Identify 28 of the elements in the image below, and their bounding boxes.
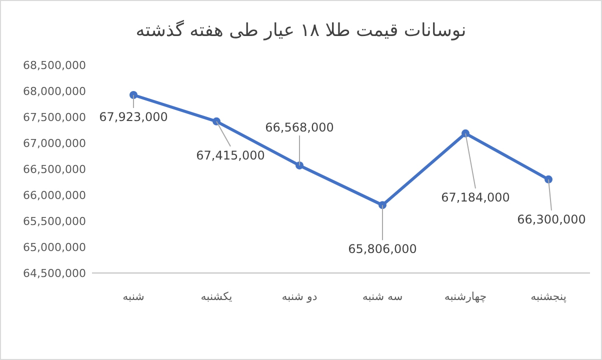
data-label: 67,184,000 xyxy=(441,190,510,204)
x-tick-label: یکشنبه xyxy=(200,290,232,303)
data-label: 65,806,000 xyxy=(348,242,417,256)
point xyxy=(296,161,304,170)
data-label: 66,568,000 xyxy=(265,120,334,134)
point xyxy=(130,91,138,100)
data-label: 67,923,000 xyxy=(99,110,168,124)
x-tick-label: شنبه xyxy=(122,290,144,303)
y-tick-label: 66,000,000 xyxy=(23,189,86,202)
chart-title: نوسانات قیمت طلا ۱۸ عیار طی هفته گذشته xyxy=(136,19,466,41)
x-tick-label: سه شنبه xyxy=(362,290,403,303)
point xyxy=(212,117,220,126)
point xyxy=(378,201,386,210)
x-tick-label: دو شنبه xyxy=(282,290,318,303)
y-tick-label: 67,000,000 xyxy=(23,137,86,150)
point xyxy=(462,129,470,138)
y-tick-label: 68,000,000 xyxy=(23,85,86,98)
y-tick-label: 65,500,000 xyxy=(23,215,86,228)
y-tick-label: 65,000,000 xyxy=(23,241,86,254)
data-label: 67,415,000 xyxy=(196,148,265,162)
point xyxy=(544,175,552,184)
y-tick-label: 66,500,000 xyxy=(23,163,86,176)
y-tick-label: 68,500,000 xyxy=(23,59,86,72)
data-label: 66,300,000 xyxy=(517,212,586,226)
x-tick-label: چهارشنبه xyxy=(444,290,487,303)
y-tick-label: 64,500,000 xyxy=(23,267,86,280)
x-tick-label: پنجشنبه xyxy=(530,290,566,303)
y-tick-label: 67,500,000 xyxy=(23,111,86,124)
